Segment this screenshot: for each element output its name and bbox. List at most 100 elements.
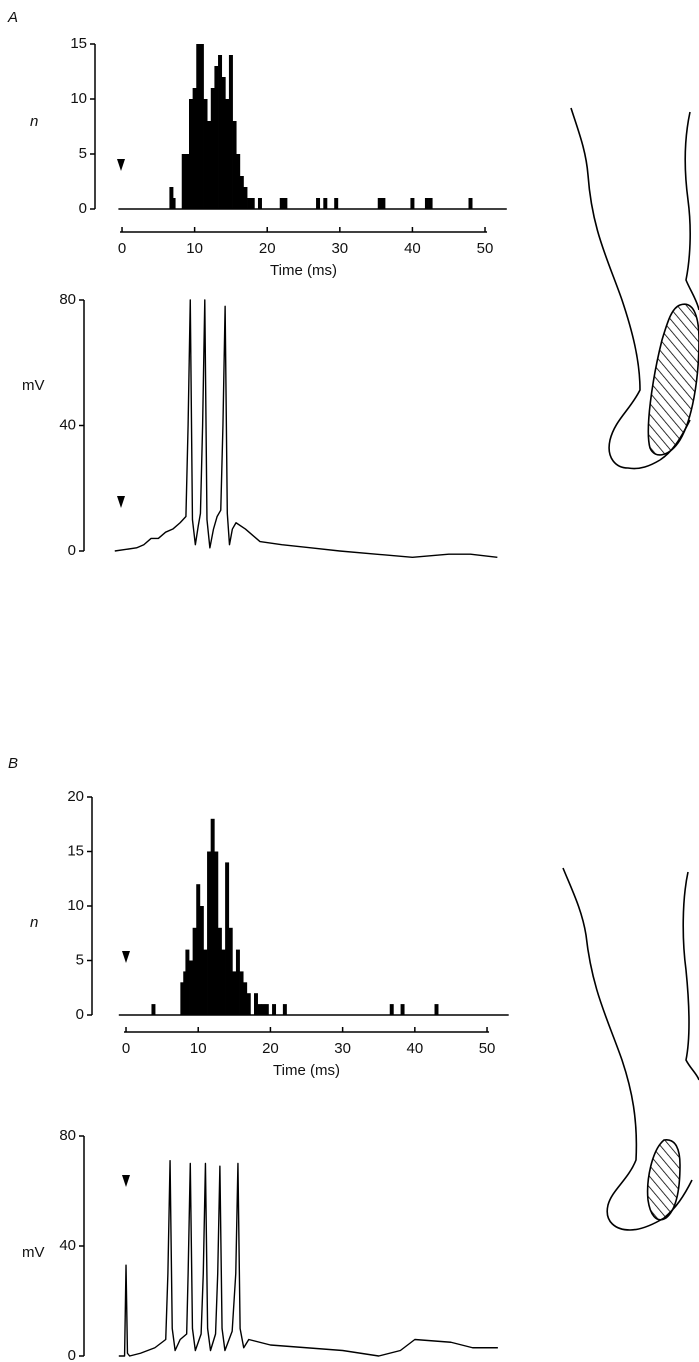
bar: [189, 960, 193, 1015]
y-tick-label: 0: [68, 542, 76, 559]
bar: [236, 154, 241, 209]
bar: [196, 44, 201, 209]
y-tick-label: 80: [59, 1127, 76, 1144]
bar: [282, 1004, 287, 1015]
y-tick-label: 15: [70, 35, 87, 52]
bar: [279, 198, 284, 209]
bar: [214, 851, 219, 1015]
bar: [185, 949, 190, 1015]
x-tick-label: 30: [331, 240, 348, 257]
bar: [261, 1004, 266, 1015]
stimulus-arrow: [117, 496, 125, 508]
y-tick-label: 20: [67, 788, 84, 805]
bar: [169, 187, 174, 209]
y-axis-label: mV: [22, 1244, 45, 1261]
y-axis-label: n: [30, 113, 38, 130]
y-tick-label: 0: [76, 1006, 84, 1023]
bar: [171, 198, 176, 209]
x-axis-label: Time (ms): [273, 1062, 340, 1079]
bar: [199, 906, 204, 1015]
bar: [316, 198, 321, 209]
y-axis-label: n: [30, 914, 38, 931]
bar: [217, 927, 222, 1015]
bar: [180, 982, 185, 1015]
bar: [218, 55, 223, 209]
bar: [283, 198, 288, 209]
bar: [207, 121, 212, 209]
bar: [243, 187, 248, 209]
bar: [424, 198, 429, 209]
bar: [185, 154, 190, 209]
y-tick-label: 5: [79, 145, 87, 162]
bar: [247, 198, 252, 209]
y-tick-label: 10: [70, 90, 87, 107]
x-tick-label: 10: [186, 240, 203, 257]
chart: Bn 0 5 10 15 20 0 10 20 30 40 50 Time (ms): [8, 755, 509, 1079]
chart: mV 0 40 80: [22, 1127, 498, 1362]
bar: [232, 121, 237, 209]
chart: mV 0 40 80: [22, 291, 498, 559]
bar: [203, 99, 208, 209]
bar: [239, 176, 244, 209]
x-tick-label: 10: [190, 1040, 207, 1057]
x-tick-label: 20: [259, 240, 276, 257]
bar: [257, 198, 262, 209]
stimulus-arrow: [122, 951, 130, 963]
bar: [377, 198, 382, 209]
bar: [199, 44, 204, 209]
bar: [214, 66, 219, 209]
bar: [192, 88, 197, 209]
bar: [250, 198, 255, 209]
bar: [210, 818, 215, 1015]
bar: [228, 927, 233, 1015]
bar: [207, 851, 212, 1015]
stimulus-arrow: [117, 159, 125, 171]
y-tick-label: 5: [76, 951, 84, 968]
panel-label: A: [7, 9, 18, 26]
bar: [334, 198, 339, 209]
bar: [323, 198, 328, 209]
y-tick-label: 0: [68, 1347, 76, 1362]
y-tick-label: 0: [79, 200, 87, 217]
x-tick-label: 40: [406, 1040, 423, 1057]
x-tick-label: 0: [118, 240, 126, 257]
bar: [468, 198, 473, 209]
y-tick-label: 15: [67, 842, 84, 859]
bar: [434, 1004, 439, 1015]
bar: [428, 198, 433, 209]
y-tick-label: 10: [67, 897, 84, 914]
y-tick-label: 40: [59, 416, 76, 433]
bar: [239, 971, 244, 1015]
y-axis-label: mV: [22, 377, 45, 394]
stimulus-arrow: [122, 1175, 130, 1187]
bar: [225, 862, 230, 1015]
bar: [243, 982, 248, 1015]
bar: [225, 99, 230, 209]
bar: [410, 198, 415, 209]
bar: [272, 1004, 277, 1015]
bar: [203, 949, 208, 1015]
bar: [246, 993, 251, 1015]
x-tick-label: 0: [122, 1040, 130, 1057]
y-tick-label: 80: [59, 291, 76, 308]
x-tick-label: 20: [262, 1040, 279, 1057]
panel-label: B: [8, 755, 18, 772]
bar: [221, 77, 226, 209]
bar: [210, 88, 215, 209]
bar: [264, 1004, 269, 1015]
bar: [381, 198, 386, 209]
bar: [389, 1004, 394, 1015]
bar: [400, 1004, 405, 1015]
bar: [235, 949, 240, 1015]
x-tick-label: 30: [334, 1040, 351, 1057]
bar: [196, 884, 201, 1015]
x-axis-label: Time (ms): [270, 262, 337, 279]
x-tick-label: 50: [477, 240, 494, 257]
bar: [151, 1004, 156, 1015]
bar: [221, 949, 226, 1015]
chart: An 0 5 10 15 0 10 20 30 40 50 Time (ms): [7, 9, 507, 279]
x-tick-label: 40: [404, 240, 421, 257]
bar: [183, 971, 188, 1015]
